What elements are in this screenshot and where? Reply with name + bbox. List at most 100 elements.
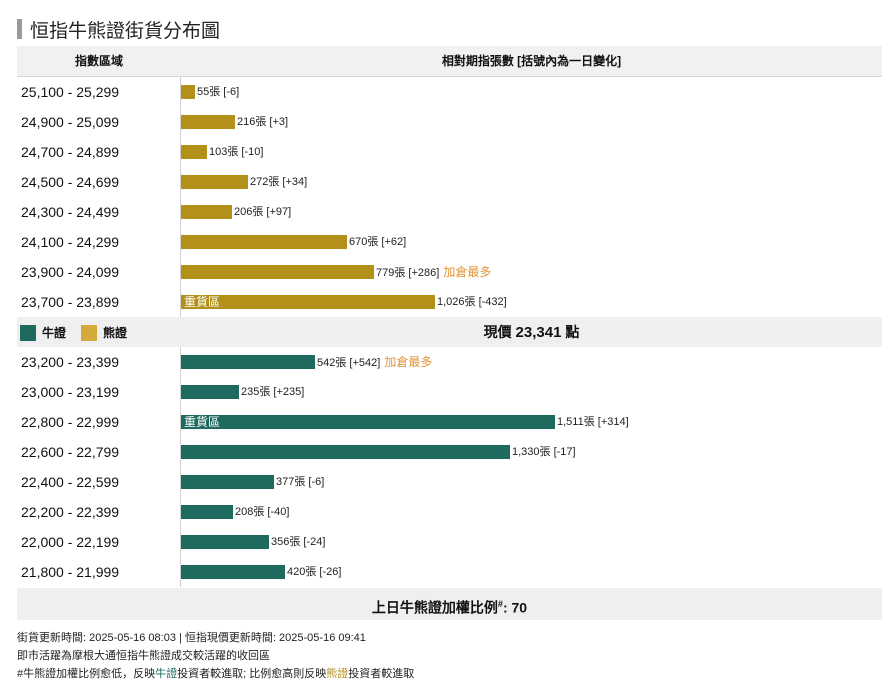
bar-value-text: 206張 [+97] bbox=[234, 206, 292, 218]
bar-value-text: 670張 [+62] bbox=[349, 236, 407, 248]
bar-value-text: 779張 [+286] bbox=[376, 267, 440, 279]
bar-value-label: 377張 [-6] bbox=[276, 467, 324, 497]
most-added-tag: 加倉最多 bbox=[384, 355, 433, 369]
index-range-label: 21,800 - 21,999 bbox=[21, 564, 120, 580]
bear-bar: 重貨區 bbox=[181, 295, 435, 309]
bull-bar bbox=[181, 445, 510, 459]
bear-row: 24,100 - 24,299 670張 [+62] bbox=[17, 227, 882, 257]
index-range-label: 25,100 - 25,299 bbox=[21, 84, 120, 100]
bull-row: 22,200 - 22,399 208張 [-40] bbox=[17, 497, 882, 527]
bear-bar bbox=[181, 175, 248, 189]
bear-bar bbox=[181, 235, 347, 249]
index-range-label: 24,500 - 24,699 bbox=[21, 174, 120, 190]
bar-value-label: 1,330張 [-17] bbox=[512, 437, 576, 467]
bar-value-label: 216張 [+3] bbox=[237, 107, 288, 137]
bar-value-label: 272張 [+34] bbox=[250, 167, 307, 197]
bar-value-text: 235張 [+235] bbox=[241, 386, 305, 398]
bar-value-label: 103張 [-10] bbox=[209, 137, 263, 167]
index-range-label: 24,300 - 24,499 bbox=[21, 204, 120, 220]
bar-value-text: 1,330張 [-17] bbox=[512, 446, 576, 458]
bar-value-label: 1,026張 [-432] bbox=[437, 287, 507, 317]
table-header: 指數區域 相對期指張數 [括號內為一日變化] bbox=[17, 46, 882, 77]
ratio-label: 上日牛熊證加權比例 bbox=[371, 599, 498, 616]
bear-row: 25,100 - 25,299 55張 [-6] bbox=[17, 77, 882, 107]
bar-value-text: 208張 [-40] bbox=[235, 506, 290, 518]
bear-row: 23,700 - 23,899 重貨區 1,026張 [-432] bbox=[17, 287, 882, 317]
bull-bar bbox=[181, 355, 315, 369]
legend-bear-label: 熊證 bbox=[103, 326, 128, 340]
current-price-band: 牛證 熊證 現價 23,341 點 bbox=[17, 317, 882, 347]
bar-value-label: 542張 [+542] 加倉最多 bbox=[317, 347, 432, 378]
bar-value-text: 1,026張 [-432] bbox=[437, 296, 507, 308]
notes: 街貨更新時間: 2025-05-16 08:03 | 恒指現價更新時間: 202… bbox=[17, 629, 414, 683]
bar-value-text: 377張 [-6] bbox=[276, 476, 325, 488]
bar-value-label: 55張 [-6] bbox=[197, 77, 239, 107]
bar-value-text: 356張 [-24] bbox=[271, 536, 326, 548]
bull-bar bbox=[181, 475, 274, 489]
index-range-label: 22,000 - 22,199 bbox=[21, 534, 120, 550]
bull-bar bbox=[181, 535, 269, 549]
most-added-tag: 加倉最多 bbox=[443, 265, 492, 279]
heavy-zone-label: 重貨區 bbox=[184, 415, 221, 429]
chart-title-wrap: 恒指牛熊證街貨分布圖 bbox=[17, 17, 221, 42]
bear-row: 24,700 - 24,899 103張 [-10] bbox=[17, 137, 882, 167]
bull-row: 22,800 - 22,999 重貨區 1,511張 [+314] bbox=[17, 407, 882, 437]
index-range-label: 23,000 - 23,199 bbox=[21, 384, 120, 400]
legend-bear: 熊證 bbox=[81, 324, 127, 341]
note-ratio-part-c: 投資者較進取; 比例愈高則反映 bbox=[177, 668, 327, 680]
index-range-label: 24,700 - 24,899 bbox=[21, 144, 120, 160]
bear-row: 24,900 - 25,099 216張 [+3] bbox=[17, 107, 882, 137]
bull-bar: 重貨區 bbox=[181, 415, 555, 429]
bull-bar bbox=[181, 565, 285, 579]
bar-value-text: 216張 [+3] bbox=[237, 116, 289, 128]
bull-row: 22,400 - 22,599 377張 [-6] bbox=[17, 467, 882, 497]
note-ratio-bear: 熊證 bbox=[326, 668, 349, 680]
ratio-sep: : bbox=[502, 599, 508, 616]
legend-bear-swatch bbox=[81, 324, 97, 341]
bull-row: 22,600 - 22,799 1,330張 [-17] bbox=[17, 437, 882, 467]
bar-value-label: 670張 [+62] bbox=[349, 227, 406, 257]
legend-bull-swatch bbox=[20, 324, 36, 341]
bar-value-text: 1,511張 [+314] bbox=[557, 416, 629, 428]
bar-value-text: 420張 [-26] bbox=[287, 566, 342, 578]
bear-bar bbox=[181, 115, 235, 129]
current-price: 現價 23,341 點 bbox=[181, 317, 882, 348]
ratio-sup: # bbox=[497, 599, 503, 609]
index-range-label: 22,800 - 22,999 bbox=[21, 414, 120, 430]
bar-value-text: 272張 [+34] bbox=[250, 176, 308, 188]
bull-bar bbox=[181, 385, 239, 399]
header-contracts: 相對期指張數 [括號內為一日變化] bbox=[441, 54, 622, 68]
index-range-label: 22,600 - 22,799 bbox=[21, 444, 120, 460]
bar-value-text: 542張 [+542] bbox=[317, 357, 381, 369]
value-axis-line bbox=[180, 347, 181, 587]
note-ratio-part-e: 投資者較進取 bbox=[348, 668, 415, 680]
bar-value-label: 235張 [+235] bbox=[241, 377, 304, 407]
page-title: 恒指牛熊證街貨分布圖 bbox=[30, 20, 221, 42]
bear-bar bbox=[181, 85, 195, 99]
bull-row: 23,000 - 23,199 235張 [+235] bbox=[17, 377, 882, 407]
bar-value-label: 1,511張 [+314] bbox=[557, 407, 629, 437]
note-ratio-part-a: #牛熊證加權比例愈低，反映 bbox=[17, 668, 156, 680]
value-axis-line bbox=[180, 77, 181, 317]
current-price-suffix: 點 bbox=[565, 324, 580, 340]
bear-bar bbox=[181, 145, 207, 159]
bar-value-label: 420張 [-26] bbox=[287, 557, 341, 587]
note-ratio-explain: #牛熊證加權比例愈低，反映牛證投資者較進取; 比例愈高則反映熊證投資者較進取 bbox=[17, 665, 414, 683]
legend-bull: 牛證 bbox=[20, 324, 66, 341]
note-update-times: 街貨更新時間: 2025-05-16 08:03 | 恒指現價更新時間: 202… bbox=[17, 632, 366, 644]
bar-value-label: 779張 [+286] 加倉最多 bbox=[376, 257, 491, 288]
index-range-label: 23,900 - 24,099 bbox=[21, 264, 120, 280]
index-range-label: 24,900 - 25,099 bbox=[21, 114, 120, 130]
current-price-prefix: 現價 bbox=[483, 324, 512, 340]
bear-row: 24,300 - 24,499 206張 [+97] bbox=[17, 197, 882, 227]
note-ratio-bull: 牛證 bbox=[155, 668, 178, 680]
bar-value-label: 356張 [-24] bbox=[271, 527, 325, 557]
bar-value-text: 103張 [-10] bbox=[209, 146, 264, 158]
index-range-label: 22,200 - 22,399 bbox=[21, 504, 120, 520]
note-active-zone: 即市活躍為摩根大通恒指牛熊證成交較活躍的收回區 bbox=[17, 650, 270, 662]
bar-value-text: 55張 [-6] bbox=[197, 86, 240, 98]
bear-bar bbox=[181, 205, 232, 219]
bar-value-label: 208張 [-40] bbox=[235, 497, 289, 527]
ratio-value: 70 bbox=[511, 599, 528, 616]
bear-row: 23,900 - 24,099 779張 [+286] 加倉最多 bbox=[17, 257, 882, 287]
